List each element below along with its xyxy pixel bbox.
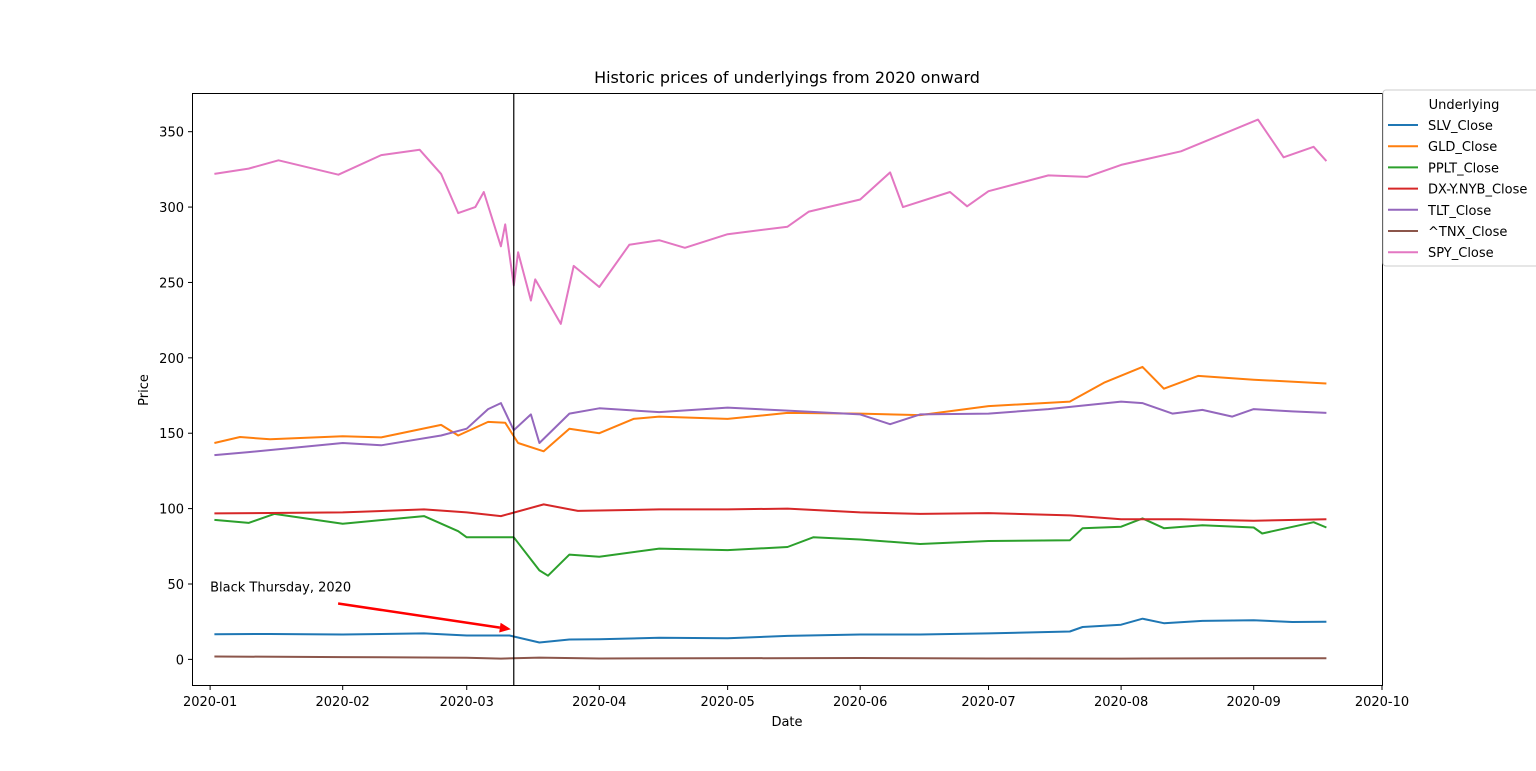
- annotation-arrow-shaft: [337, 602, 501, 629]
- series-line-2: [214, 512, 1327, 577]
- series-line-0: [214, 617, 1327, 644]
- legend-label: GLD_Close: [1428, 140, 1497, 155]
- y-axis-label: Price: [137, 374, 152, 406]
- series-line-1: [214, 365, 1327, 453]
- x-tick-label: 2020-01: [183, 695, 237, 710]
- y-tick-label: 250: [159, 276, 184, 291]
- legend-label: TLT_Close: [1427, 204, 1491, 219]
- y-tick-label: 200: [159, 352, 184, 367]
- legend-title: Underlying: [1429, 98, 1500, 113]
- legend-label: SLV_Close: [1428, 119, 1493, 134]
- x-axis: 2020-01 2020-02 2020-03 2020-04 2020-05 2020-…: [183, 685, 1409, 710]
- x-tick-label: 2020-03: [440, 695, 494, 710]
- x-tick-label: 2020-10: [1355, 695, 1409, 710]
- y-tick-label: 350: [159, 126, 184, 141]
- x-axis-label: Date: [771, 715, 802, 730]
- plot-frame: [192, 93, 1383, 686]
- legend-label: SPY_Close: [1428, 246, 1494, 261]
- x-tick-label: 2020-04: [572, 695, 626, 710]
- x-tick-label: 2020-09: [1227, 695, 1281, 710]
- series-line-3: [214, 503, 1327, 522]
- x-tick-label: 2020-06: [833, 695, 887, 710]
- legend-label: ^TNX_Close: [1428, 225, 1507, 240]
- y-tick-label: 100: [159, 503, 184, 518]
- legend-label: PPLT_Close: [1428, 161, 1499, 176]
- x-tick-label: 2020-02: [316, 695, 370, 710]
- annotation-arrow-head: [499, 622, 511, 633]
- y-tick-label: 0: [176, 653, 184, 668]
- series-line-6: [214, 118, 1328, 325]
- legend-label: DX-Y.NYB_Close: [1428, 183, 1527, 198]
- x-tick-label: 2020-08: [1094, 695, 1148, 710]
- annotation-text: Black Thursday, 2020: [210, 581, 351, 596]
- x-tick-label: 2020-05: [700, 695, 754, 710]
- legend-box: [1382, 89, 1536, 267]
- chart-title: Historic prices of underlyings from 2020…: [594, 68, 980, 87]
- series-line-5: [214, 655, 1327, 660]
- series-line-4: [214, 400, 1327, 457]
- y-tick-label: 300: [159, 201, 184, 216]
- series-layer: [214, 118, 1328, 660]
- legend: Underlying SLV_Close GLD_Close PPLT_Close DX…: [1382, 89, 1536, 267]
- y-axis: 0 50 100 150 200 250 300 350: [159, 126, 193, 668]
- y-tick-label: 150: [159, 427, 184, 442]
- y-tick-label: 50: [167, 578, 184, 593]
- annotation-layer: Black Thursday, 2020: [210, 94, 515, 685]
- x-tick-label: 2020-07: [961, 695, 1015, 710]
